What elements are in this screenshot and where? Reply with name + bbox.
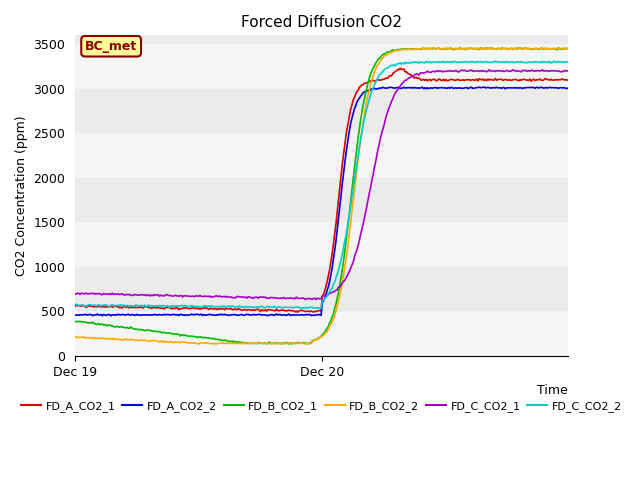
FD_C_CO2_1 (267, 294, 275, 300)
FD_C_CO2_2 (71, 301, 79, 307)
FD_A_CO2_1 (432, 78, 440, 84)
FD_A_CO2_2 (268, 312, 275, 317)
FD_B_CO2_1 (564, 46, 572, 51)
FD_B_CO2_2 (233, 341, 241, 347)
X-axis label: Time: Time (538, 384, 568, 397)
FD_A_CO2_1 (564, 77, 572, 83)
FD_A_CO2_1 (294, 310, 301, 315)
FD_C_CO2_2 (492, 59, 499, 64)
FD_B_CO2_1 (131, 326, 138, 332)
Legend: FD_A_CO2_1, FD_A_CO2_2, FD_B_CO2_1, FD_B_CO2_2, FD_C_CO2_1, FD_C_CO2_2: FD_A_CO2_1, FD_A_CO2_2, FD_B_CO2_1, FD_B… (17, 396, 627, 416)
FD_B_CO2_1 (267, 340, 275, 346)
FD_C_CO2_2 (267, 304, 275, 310)
Bar (75, 133, 568, 178)
Text: BC_met: BC_met (85, 40, 137, 53)
FD_C_CO2_1 (485, 67, 493, 72)
FD_C_CO2_1 (232, 295, 239, 300)
FD_C_CO2_1 (428, 69, 436, 74)
FD_C_CO2_2 (428, 59, 436, 65)
Line: FD_C_CO2_1: FD_C_CO2_1 (75, 70, 568, 300)
FD_B_CO2_2 (131, 337, 138, 343)
FD_B_CO2_2 (429, 45, 437, 51)
FD_B_CO2_2 (432, 46, 440, 52)
FD_B_CO2_2 (428, 45, 436, 51)
FD_A_CO2_1 (232, 306, 239, 312)
FD_B_CO2_1 (285, 341, 292, 347)
FD_C_CO2_2 (232, 304, 239, 310)
FD_C_CO2_1 (564, 68, 572, 73)
Title: Forced Diffusion CO2: Forced Diffusion CO2 (241, 15, 402, 30)
FD_C_CO2_1 (312, 297, 320, 302)
FD_A_CO2_2 (383, 85, 390, 91)
FD_A_CO2_1 (429, 76, 437, 82)
Line: FD_A_CO2_1: FD_A_CO2_1 (75, 68, 568, 312)
Line: FD_B_CO2_1: FD_B_CO2_1 (75, 48, 568, 344)
FD_C_CO2_2 (564, 59, 572, 65)
FD_A_CO2_2 (564, 85, 572, 91)
FD_C_CO2_2 (431, 59, 438, 65)
FD_A_CO2_2 (71, 312, 79, 318)
FD_B_CO2_1 (383, 49, 390, 55)
Line: FD_A_CO2_2: FD_A_CO2_2 (75, 87, 568, 316)
FD_C_CO2_1 (383, 112, 390, 118)
FD_A_CO2_2 (107, 313, 115, 319)
FD_B_CO2_2 (71, 334, 79, 340)
FD_B_CO2_1 (431, 46, 438, 51)
FD_A_CO2_2 (233, 312, 241, 318)
FD_A_CO2_2 (132, 312, 140, 318)
Line: FD_C_CO2_2: FD_C_CO2_2 (75, 61, 568, 308)
FD_B_CO2_1 (554, 45, 562, 50)
FD_B_CO2_1 (71, 318, 79, 324)
FD_B_CO2_2 (383, 51, 390, 57)
FD_B_CO2_1 (232, 339, 239, 345)
FD_B_CO2_2 (195, 341, 203, 347)
FD_C_CO2_2 (131, 303, 138, 309)
FD_C_CO2_2 (383, 65, 390, 71)
FD_B_CO2_2 (564, 46, 572, 51)
FD_C_CO2_1 (71, 291, 79, 297)
FD_A_CO2_2 (431, 85, 438, 91)
Bar (75, 222, 568, 267)
FD_C_CO2_1 (431, 69, 438, 75)
FD_B_CO2_1 (428, 46, 436, 52)
FD_A_CO2_2 (481, 84, 488, 90)
FD_A_CO2_2 (428, 85, 436, 91)
FD_A_CO2_1 (383, 75, 390, 81)
FD_A_CO2_1 (396, 65, 404, 71)
Line: FD_B_CO2_2: FD_B_CO2_2 (75, 48, 568, 344)
FD_C_CO2_2 (317, 305, 325, 311)
FD_A_CO2_1 (131, 304, 138, 310)
FD_C_CO2_1 (131, 292, 138, 298)
Bar (75, 312, 568, 356)
Y-axis label: CO2 Concentration (ppm): CO2 Concentration (ppm) (15, 115, 28, 276)
FD_B_CO2_2 (268, 341, 275, 347)
Bar (75, 44, 568, 89)
FD_A_CO2_1 (267, 307, 275, 313)
FD_A_CO2_1 (71, 303, 79, 309)
